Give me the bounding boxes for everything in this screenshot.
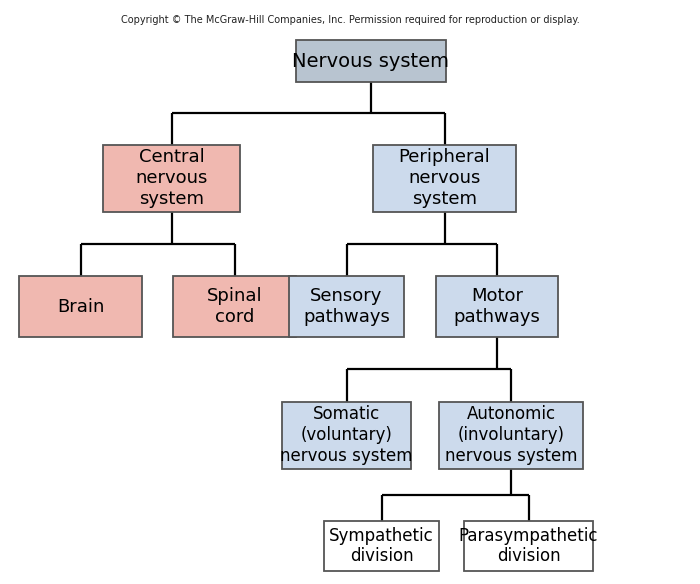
- FancyBboxPatch shape: [463, 521, 594, 571]
- FancyBboxPatch shape: [174, 276, 295, 338]
- Text: Somatic
(voluntary)
nervous system: Somatic (voluntary) nervous system: [280, 405, 413, 465]
- Text: Spinal
cord: Spinal cord: [206, 287, 262, 326]
- Text: Sympathetic
division: Sympathetic division: [329, 527, 434, 565]
- Text: Copyright © The McGraw-Hill Companies, Inc. Permission required for reproduction: Copyright © The McGraw-Hill Companies, I…: [120, 15, 580, 25]
- Text: Parasympathetic
division: Parasympathetic division: [458, 527, 598, 565]
- FancyBboxPatch shape: [296, 40, 447, 82]
- FancyBboxPatch shape: [281, 402, 411, 468]
- Text: Sensory
pathways: Sensory pathways: [303, 287, 390, 326]
- Text: Peripheral
nervous
system: Peripheral nervous system: [398, 148, 491, 208]
- Text: Nervous system: Nervous system: [293, 52, 449, 71]
- FancyBboxPatch shape: [372, 145, 517, 212]
- FancyBboxPatch shape: [288, 276, 405, 338]
- FancyBboxPatch shape: [20, 276, 141, 338]
- FancyBboxPatch shape: [323, 521, 440, 571]
- FancyBboxPatch shape: [440, 402, 582, 468]
- Text: Brain: Brain: [57, 298, 104, 315]
- FancyBboxPatch shape: [435, 276, 558, 338]
- FancyBboxPatch shape: [104, 145, 239, 212]
- Text: Central
nervous
system: Central nervous system: [135, 148, 208, 208]
- Text: Autonomic
(involuntary)
nervous system: Autonomic (involuntary) nervous system: [444, 405, 578, 465]
- Text: Motor
pathways: Motor pathways: [454, 287, 540, 326]
